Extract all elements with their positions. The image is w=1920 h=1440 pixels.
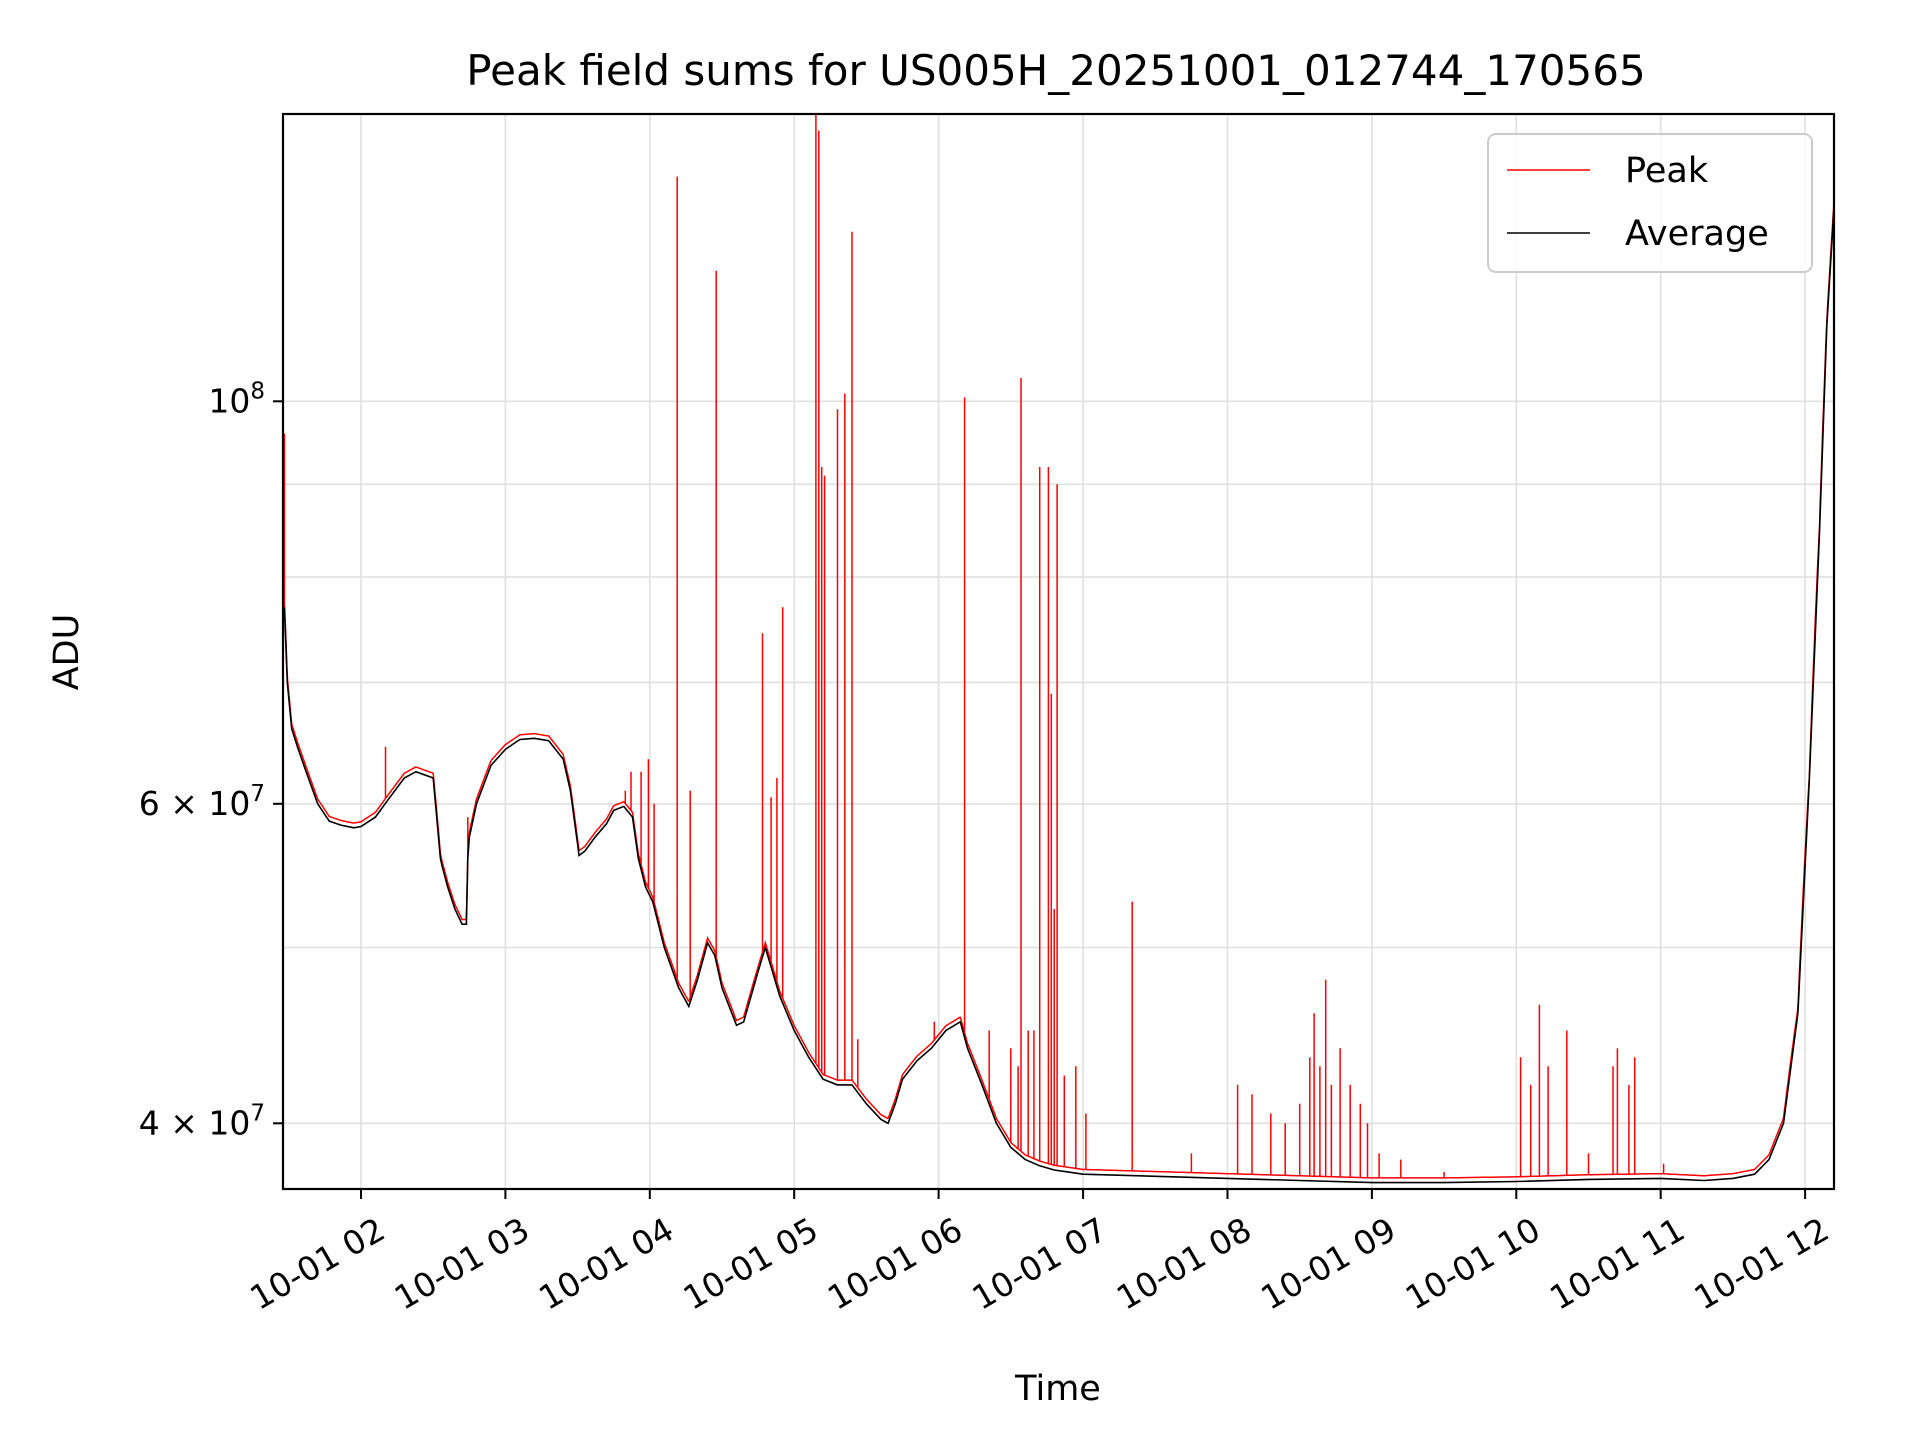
- y-tick-label: 4 × 107: [139, 1100, 265, 1142]
- axes-frame: [281, 112, 1836, 1191]
- chart-title: Peak field sums for US005H_20251001_0127…: [466, 46, 1645, 95]
- x-axis-label: Time: [1014, 1369, 1101, 1409]
- average-series-line: [283, 206, 1834, 1184]
- peak-series-line: [283, 114, 1834, 1179]
- gridlines: [283, 114, 1834, 1189]
- y-tick-label: 108: [208, 378, 265, 420]
- y-axis-label: ADU: [47, 614, 87, 691]
- legend-label-peak: Peak: [1625, 151, 1709, 191]
- legend-label-average: Average: [1625, 214, 1769, 254]
- legend-box: [1487, 133, 1813, 273]
- plot-area: [283, 114, 1834, 1184]
- legend: Peak Average: [1487, 133, 1813, 273]
- y-tick-label: 6 × 107: [139, 781, 265, 823]
- y-axis: 4 × 107 6 × 107 108: [139, 378, 283, 1142]
